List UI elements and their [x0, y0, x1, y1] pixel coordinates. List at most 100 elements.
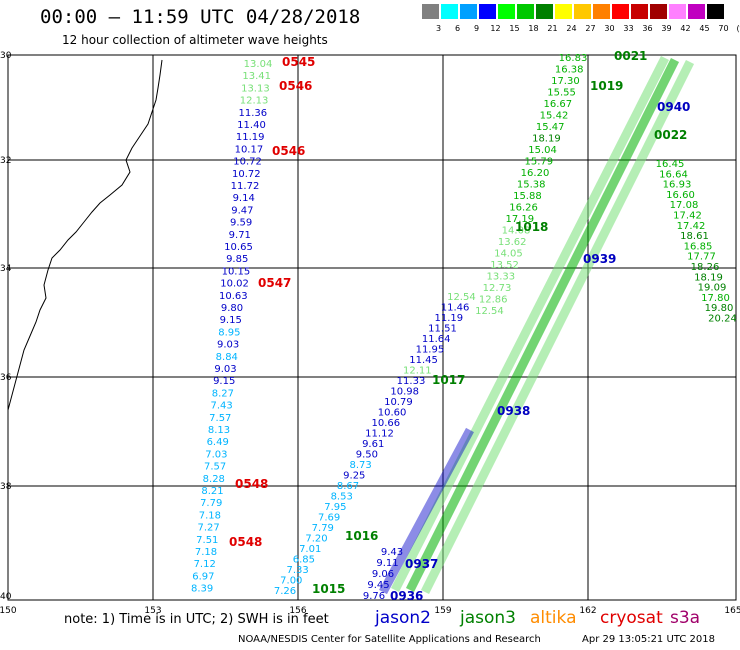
- swh-value: 10.66: [371, 418, 400, 429]
- swh-value: 9.14: [233, 193, 255, 204]
- scale-swatch: [460, 4, 477, 19]
- map-frame: [7, 54, 737, 601]
- swh-value: 9.06: [372, 569, 394, 580]
- swh-value: 7.00: [280, 576, 302, 587]
- swh-value: 16.64: [659, 169, 688, 180]
- swh-value: 13.52: [490, 260, 519, 271]
- swh-value: 6.97: [192, 571, 214, 582]
- swh-value: 10.02: [220, 279, 249, 290]
- scale-label: 39: [661, 24, 672, 33]
- swh-value: 11.33: [397, 376, 426, 387]
- lat-tick-label: 36: [0, 373, 12, 383]
- swh-value: 16.83: [559, 53, 588, 64]
- swh-value: 13.13: [241, 83, 270, 94]
- swh-value: 14.08: [502, 226, 531, 237]
- swh-value: 7.01: [299, 544, 321, 555]
- swh-value: 7.03: [205, 449, 227, 460]
- scale-label: 24: [566, 24, 577, 33]
- swh-value: 9.11: [376, 558, 398, 569]
- swh-value: 16.60: [666, 190, 695, 201]
- swh-value: 16.85: [684, 241, 713, 252]
- scale-swatch: [650, 4, 667, 19]
- swh-value: 7.51: [196, 535, 218, 546]
- swh-value: 13.04: [244, 59, 273, 70]
- pass-time-label: 0548: [229, 535, 262, 549]
- swh-value: 9.45: [367, 580, 389, 591]
- swh-value: 16.26: [509, 203, 538, 214]
- scale-label: 18: [528, 24, 539, 33]
- satellite-legend-item: jason3: [460, 608, 516, 628]
- lat-tick-label: 34: [0, 264, 12, 274]
- pass-time-label: 1016: [345, 529, 378, 543]
- swath-streak: [390, 55, 670, 593]
- swh-value: 7.33: [286, 565, 308, 576]
- map-grid: 150 153 156 159 162 165 30 32 34 36 38 40: [0, 51, 740, 616]
- lon-tick-label: 162: [579, 606, 596, 616]
- swh-value: 10.72: [233, 157, 262, 168]
- swh-value: 9.80: [221, 303, 243, 314]
- swh-value: 10.17: [235, 144, 264, 155]
- lon-tick-label: 156: [289, 606, 306, 616]
- swh-value: 6.49: [207, 437, 229, 448]
- swh-value: 9.43: [381, 547, 403, 558]
- pass-time-label: 0021: [614, 49, 647, 63]
- swh-value: 11.72: [231, 181, 260, 192]
- swh-value: 14.05: [494, 249, 523, 260]
- scale-swatch: [498, 4, 515, 19]
- swh-value: 18.61: [680, 231, 709, 242]
- scale-swatch: [688, 4, 705, 19]
- swh-value: 12.73: [483, 283, 512, 294]
- swh-value: 8.39: [191, 584, 213, 595]
- swh-value: 7.20: [305, 534, 327, 545]
- swh-value: 8.67: [337, 481, 359, 492]
- swh-value: 16.45: [656, 159, 685, 170]
- pass-time-label: 1017: [432, 373, 465, 387]
- lon-tick-label: 153: [144, 606, 161, 616]
- lon-tick-label: 150: [0, 606, 17, 616]
- pass-time-label: 0936: [390, 589, 423, 603]
- scale-swatch: [555, 4, 572, 19]
- pass-time-label: 1019: [590, 79, 623, 93]
- swh-value: 11.12: [365, 429, 394, 440]
- swh-value: 11.46: [441, 303, 470, 314]
- scale-label: 30: [604, 24, 615, 33]
- swh-value: 12.54: [475, 306, 504, 317]
- scale-swatch: [422, 4, 439, 19]
- pass-time-label: 0547: [258, 276, 291, 290]
- pass-time-label: 0940: [657, 100, 690, 114]
- swh-value: 7.57: [209, 413, 231, 424]
- swath-streak: [379, 427, 474, 595]
- swath-streak: [405, 57, 680, 593]
- swh-value: 8.28: [203, 474, 225, 485]
- lat-tick-label: 40: [0, 592, 12, 602]
- swh-value: 12.86: [479, 295, 508, 306]
- swh-value: 17.77: [687, 252, 716, 263]
- swh-value: 7.27: [197, 523, 219, 534]
- generation-timestamp: Apr 29 13:05:21 UTC 2018: [582, 634, 715, 645]
- swh-value: 6.85: [293, 555, 315, 566]
- swh-value: 10.15: [222, 266, 251, 277]
- swh-value: 13.62: [498, 237, 527, 248]
- scale-label: 3: [435, 24, 442, 33]
- swh-value: 9.15: [213, 376, 235, 387]
- swh-value: 11.40: [237, 120, 266, 131]
- time-labels: 0545 0546 0546 0547 0548 0548 0021 1019 0940 0022…: [229, 49, 690, 603]
- scale-swatch: [574, 4, 591, 19]
- swh-value: 12.54: [447, 292, 476, 303]
- scale-label: 42: [680, 24, 691, 33]
- swh-value: 9.47: [231, 205, 253, 216]
- swh-value: 9.71: [229, 230, 251, 241]
- satellite-legend-item: s3a: [670, 608, 701, 628]
- swh-value: 7.43: [210, 401, 232, 412]
- swh-value: 15.04: [528, 145, 557, 156]
- swh-value: 17.80: [701, 293, 730, 304]
- swh-value: 11.36: [238, 108, 267, 119]
- swh-value: 11.45: [409, 355, 438, 366]
- swh-value: 10.63: [219, 291, 248, 302]
- lon-tick-label: 159: [434, 606, 451, 616]
- swh-value: 9.50: [356, 450, 378, 461]
- swh-value: 7.57: [204, 462, 226, 473]
- swh-value: 15.42: [540, 111, 569, 122]
